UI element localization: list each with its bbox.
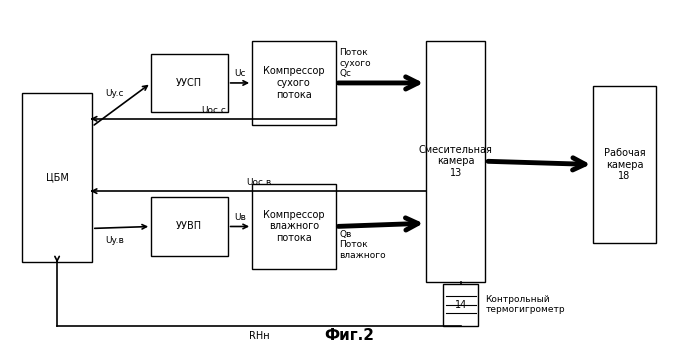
Bar (151, 54, 228, 112)
Text: Рабочая
камера
18: Рабочая камера 18 (604, 148, 645, 181)
Text: Смесительная
камера
13: Смесительная камера 13 (419, 144, 493, 178)
Bar (252, 41, 336, 125)
Text: Uос.c: Uос.c (201, 106, 226, 115)
Text: Компрессор
влажного
потока: Компрессор влажного потока (263, 210, 324, 243)
Text: УУСП: УУСП (176, 78, 203, 88)
Bar (252, 184, 336, 269)
Bar (443, 283, 478, 326)
Text: УУВП: УУВП (176, 222, 203, 232)
Text: ЦБМ: ЦБМ (45, 173, 69, 183)
Text: Контрольный
термогигрометр: Контрольный термогигрометр (485, 295, 565, 314)
Text: Поток
сухого
Qc: Поток сухого Qc (339, 48, 370, 78)
Bar (22, 93, 92, 262)
Text: Uос.в: Uос.в (246, 178, 272, 187)
Text: Uв: Uв (234, 213, 246, 222)
Text: RHн: RHн (249, 331, 269, 341)
Text: Uc: Uc (234, 69, 245, 78)
Bar (151, 197, 228, 256)
Text: Фиг.2: Фиг.2 (324, 327, 375, 343)
Text: Компрессор
сухого
потока: Компрессор сухого потока (263, 66, 324, 99)
Text: 14: 14 (455, 300, 467, 310)
Text: Qв
Поток
влажного: Qв Поток влажного (339, 230, 386, 259)
Text: Uy.c: Uy.c (106, 89, 124, 98)
Bar (593, 86, 656, 243)
Bar (426, 41, 485, 282)
Text: Uy.в: Uy.в (105, 236, 124, 245)
